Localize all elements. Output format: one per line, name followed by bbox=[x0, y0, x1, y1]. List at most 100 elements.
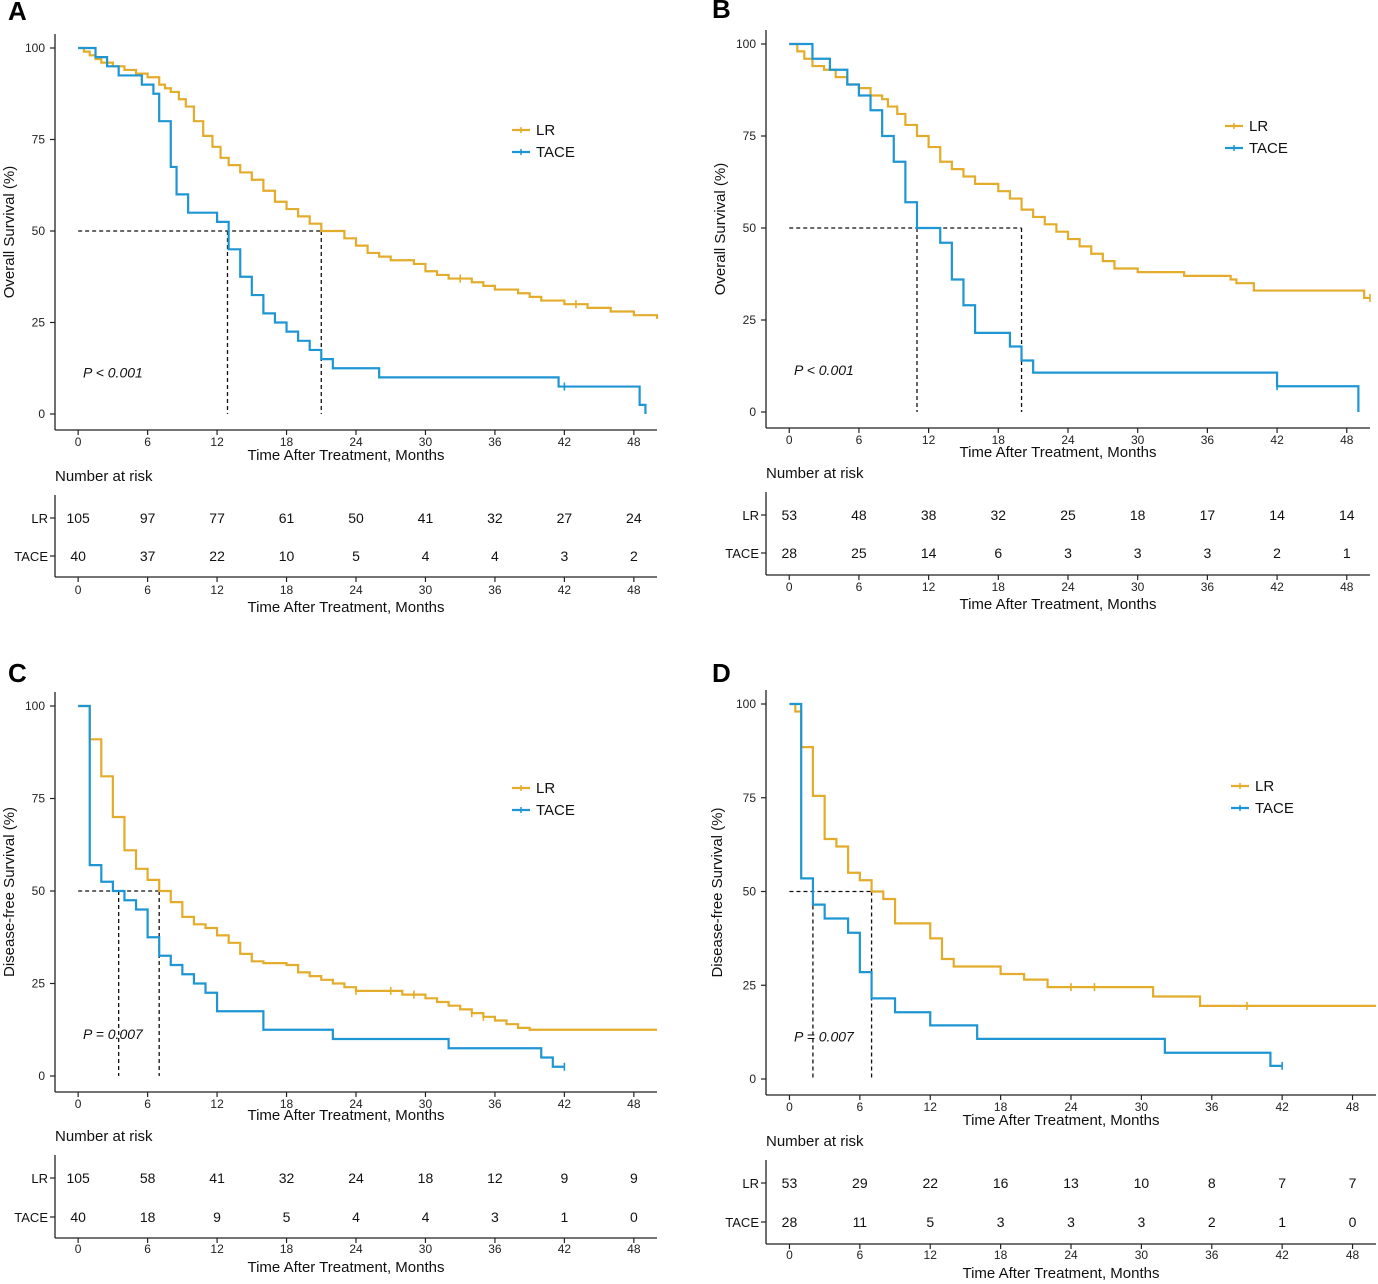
risk-x-axis-label: Time After Treatment, Months bbox=[247, 1259, 444, 1276]
risk-count: 53 bbox=[781, 507, 797, 523]
risk-count: 41 bbox=[418, 510, 434, 526]
x-tick-label: 42 bbox=[1275, 1100, 1289, 1114]
risk-x-tick-label: 12 bbox=[922, 580, 936, 594]
risk-count: 38 bbox=[921, 507, 937, 523]
risk-count: 16 bbox=[993, 1175, 1009, 1191]
risk-x-tick-label: 48 bbox=[1340, 580, 1354, 594]
x-tick-label: 0 bbox=[75, 435, 82, 449]
y-tick-label: 50 bbox=[32, 884, 46, 898]
risk-row-label-tace: TACE bbox=[725, 546, 759, 561]
x-tick-label: 48 bbox=[1340, 433, 1354, 447]
risk-x-axis-label: Time After Treatment, Months bbox=[962, 1265, 1159, 1282]
km-curve-tace bbox=[78, 46, 647, 414]
risk-x-tick-label: 24 bbox=[1061, 580, 1075, 594]
risk-count: 40 bbox=[70, 548, 86, 564]
x-tick-label: 48 bbox=[627, 435, 641, 449]
risk-count: 28 bbox=[782, 1214, 798, 1230]
risk-count: 2 bbox=[1273, 545, 1281, 561]
x-tick-label: 18 bbox=[280, 435, 294, 449]
risk-x-axis-label: Time After Treatment, Months bbox=[959, 596, 1156, 613]
risk-count: 4 bbox=[491, 548, 499, 564]
risk-count: 3 bbox=[1067, 1214, 1075, 1230]
y-tick-label: 25 bbox=[743, 978, 757, 992]
risk-x-tick-label: 42 bbox=[1270, 580, 1284, 594]
risk-count: 50 bbox=[348, 510, 364, 526]
y-tick-label: 100 bbox=[25, 41, 45, 55]
x-tick-label: 0 bbox=[75, 1097, 82, 1111]
risk-x-tick-label: 18 bbox=[994, 1248, 1008, 1262]
risk-x-tick-label: 36 bbox=[1205, 1248, 1219, 1262]
y-tick-label: 25 bbox=[32, 316, 46, 330]
risk-count: 25 bbox=[1060, 507, 1076, 523]
risk-count: 41 bbox=[209, 1170, 225, 1186]
risk-count: 32 bbox=[991, 507, 1007, 523]
x-axis-label: Time After Treatment, Months bbox=[247, 1107, 444, 1124]
p-value: P = 0.007 bbox=[794, 1029, 855, 1045]
legend-label-tace: TACE bbox=[1255, 800, 1294, 817]
x-tick-label: 12 bbox=[922, 433, 936, 447]
risk-row-label-lr: LR bbox=[31, 1171, 48, 1186]
risk-count: 3 bbox=[997, 1214, 1005, 1230]
panel-letter: A bbox=[8, 0, 27, 26]
km-curve-tace bbox=[789, 702, 1283, 1067]
x-tick-label: 48 bbox=[1346, 1100, 1360, 1114]
x-tick-label: 18 bbox=[992, 433, 1006, 447]
risk-count: 37 bbox=[140, 548, 156, 564]
risk-count: 3 bbox=[1064, 545, 1072, 561]
x-tick-label: 24 bbox=[349, 435, 363, 449]
risk-count: 24 bbox=[348, 1170, 364, 1186]
risk-count: 32 bbox=[487, 510, 503, 526]
x-tick-label: 30 bbox=[1135, 1100, 1149, 1114]
risk-row-label-tace: TACE bbox=[14, 1210, 48, 1225]
x-tick-label: 36 bbox=[488, 1097, 502, 1111]
risk-count: 7 bbox=[1278, 1175, 1286, 1191]
risk-count: 5 bbox=[283, 1209, 291, 1225]
risk-x-tick-label: 12 bbox=[210, 583, 224, 597]
x-tick-label: 18 bbox=[994, 1100, 1008, 1114]
risk-count: 27 bbox=[557, 510, 573, 526]
risk-x-tick-label: 30 bbox=[419, 583, 433, 597]
y-tick-label: 50 bbox=[743, 885, 757, 899]
risk-count: 58 bbox=[140, 1170, 156, 1186]
risk-count: 40 bbox=[70, 1209, 86, 1225]
panel-letter: C bbox=[8, 658, 27, 688]
risk-count: 105 bbox=[66, 510, 90, 526]
risk-count: 48 bbox=[851, 507, 867, 523]
x-tick-label: 12 bbox=[924, 1100, 938, 1114]
risk-x-tick-label: 36 bbox=[488, 1242, 502, 1256]
risk-count: 5 bbox=[352, 548, 360, 564]
risk-count: 10 bbox=[1134, 1175, 1150, 1191]
risk-count: 18 bbox=[1130, 507, 1146, 523]
y-tick-label: 75 bbox=[32, 133, 46, 147]
risk-x-axis-label: Time After Treatment, Months bbox=[247, 599, 444, 616]
risk-count: 11 bbox=[853, 1214, 868, 1230]
risk-count: 32 bbox=[279, 1170, 295, 1186]
km-curve-lr bbox=[789, 702, 1376, 1007]
risk-x-tick-label: 48 bbox=[627, 1242, 641, 1256]
risk-x-tick-label: 6 bbox=[856, 580, 863, 594]
risk-x-tick-label: 42 bbox=[558, 1242, 572, 1256]
risk-count: 7 bbox=[1349, 1175, 1357, 1191]
legend-label-tace: TACE bbox=[536, 144, 575, 161]
y-tick-label: 100 bbox=[736, 37, 756, 51]
x-tick-label: 36 bbox=[1201, 433, 1215, 447]
x-axis-label: Time After Treatment, Months bbox=[247, 447, 444, 464]
y-axis-label: Disease-free Survival (%) bbox=[709, 807, 726, 977]
risk-count: 4 bbox=[422, 548, 430, 564]
risk-x-tick-label: 24 bbox=[349, 1242, 363, 1256]
x-tick-label: 42 bbox=[558, 1097, 572, 1111]
x-axis-label: Time After Treatment, Months bbox=[959, 444, 1156, 461]
risk-count: 1 bbox=[1278, 1214, 1286, 1230]
x-tick-label: 18 bbox=[280, 1097, 294, 1111]
y-tick-label: 75 bbox=[32, 792, 46, 806]
risk-count: 61 bbox=[279, 510, 295, 526]
y-tick-label: 0 bbox=[38, 407, 45, 421]
x-tick-label: 12 bbox=[210, 1097, 224, 1111]
x-tick-label: 24 bbox=[349, 1097, 363, 1111]
x-tick-label: 6 bbox=[144, 1097, 151, 1111]
legend-label-tace: TACE bbox=[1249, 140, 1288, 157]
panel-letter: D bbox=[712, 658, 731, 688]
x-tick-label: 24 bbox=[1064, 1100, 1078, 1114]
